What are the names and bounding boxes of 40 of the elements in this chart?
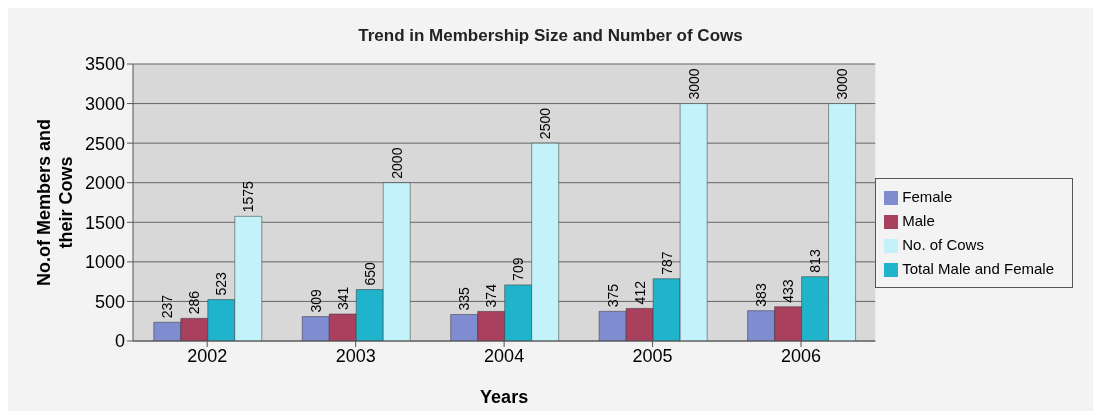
- y-tick-label: 500: [94, 291, 125, 312]
- y-tick-label: 1000: [84, 252, 125, 273]
- y-tick-label: 1500: [84, 212, 125, 233]
- data-label: 2500: [537, 107, 554, 140]
- data-label: 3000: [685, 68, 702, 100]
- x-tick-label: 2006: [781, 345, 822, 366]
- y-tick-label: 2000: [84, 173, 125, 194]
- data-label: 650: [361, 261, 378, 286]
- legend-label: Female: [902, 187, 953, 205]
- y-tick-label: 2500: [84, 133, 125, 154]
- data-label: 813: [807, 249, 824, 273]
- data-label: 375: [604, 283, 621, 308]
- y-tick-label: 3500: [84, 54, 125, 75]
- x-tick-label: 2002: [187, 345, 228, 366]
- y-axis-title: No.of Members and their Cows: [34, 118, 76, 287]
- data-label: 709: [510, 257, 527, 281]
- data-label: 309: [307, 288, 324, 313]
- x-tick-label: 2004: [484, 345, 525, 366]
- legend-label: Total Male and Female: [902, 259, 1054, 277]
- data-label: 2000: [388, 147, 405, 179]
- data-label: 383: [753, 283, 770, 307]
- data-label: 3000: [834, 68, 851, 100]
- chart-title: Trend in Membership Size and Number of Cows: [357, 25, 744, 47]
- data-label: 237: [159, 294, 176, 319]
- data-label: 1575: [240, 180, 257, 213]
- x-tick-label: 2003: [335, 345, 376, 366]
- x-axis-title: Years: [480, 387, 529, 407]
- y-tick-label: 3000: [84, 93, 125, 114]
- y-tick-label: 0: [114, 331, 125, 352]
- data-label: 412: [631, 280, 648, 305]
- legend-label: Male: [902, 211, 935, 229]
- data-label: 341: [334, 286, 351, 311]
- data-label: 335: [456, 286, 473, 311]
- data-label: 374: [483, 283, 500, 308]
- data-label: 286: [186, 290, 203, 315]
- data-label: 523: [213, 272, 230, 296]
- legend-label: No. of Cows: [902, 235, 984, 253]
- data-label: 433: [780, 279, 797, 303]
- x-tick-label: 2005: [632, 345, 673, 366]
- data-label: 787: [658, 251, 675, 275]
